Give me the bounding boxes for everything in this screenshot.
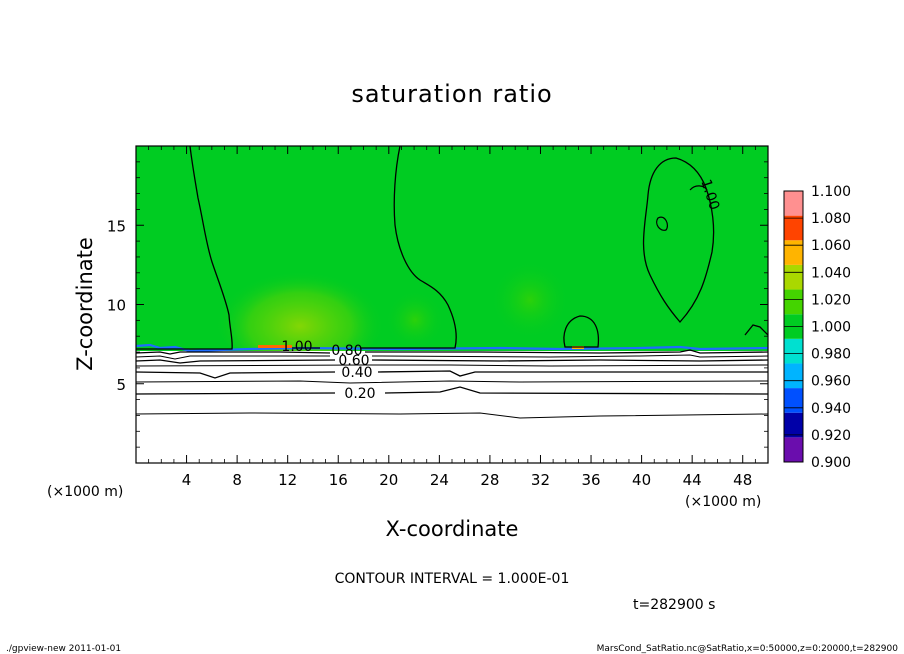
footer-right: MarsCond_SatRatio.nc@SatRatio,x=0:50000,… bbox=[597, 644, 899, 654]
contour-line bbox=[136, 349, 768, 355]
colorbar-swatch bbox=[784, 437, 803, 462]
colorbar-swatch bbox=[784, 264, 803, 290]
contour-label: 0.80 bbox=[331, 343, 362, 359]
y-tick-label: 5 bbox=[116, 376, 126, 394]
colorbar-label: 0.920 bbox=[811, 428, 851, 444]
colorbar-swatch bbox=[784, 289, 803, 315]
contour-line bbox=[136, 412, 768, 419]
plot-area: 0.20 0.40 0.60 0.80 1.00 1.00 bbox=[136, 146, 768, 463]
colorbar-swatch bbox=[784, 388, 803, 413]
z-unit-label: (×1000 m) bbox=[685, 494, 761, 510]
x-tick-label: 40 bbox=[632, 471, 651, 489]
colorbar-label: 1.020 bbox=[811, 292, 851, 308]
y-tick-label: 15 bbox=[107, 217, 126, 235]
y-tick-label: 10 bbox=[107, 297, 126, 315]
contour-label: 0.60 bbox=[338, 353, 369, 369]
field-mild-region bbox=[385, 290, 445, 350]
colorbar-swatch bbox=[784, 240, 803, 265]
contour-line bbox=[136, 146, 233, 350]
contour-line bbox=[136, 364, 768, 367]
x-tick-label: 12 bbox=[278, 471, 297, 489]
colorbar-swatch bbox=[784, 412, 803, 438]
contour-interval-label: CONTOUR INTERVAL = 1.000E-01 bbox=[335, 571, 570, 587]
x-tick-label: 20 bbox=[379, 471, 398, 489]
colorbar-swatch bbox=[784, 191, 803, 216]
x-tick-label: 28 bbox=[480, 471, 499, 489]
colorbar-label: 0.940 bbox=[811, 401, 851, 417]
contour-label: 0.40 bbox=[341, 365, 372, 381]
colorbar-label: 0.900 bbox=[811, 455, 851, 471]
contour-line bbox=[136, 359, 768, 364]
footer-left: ./gpview-new 2011-01-01 bbox=[6, 644, 121, 654]
colorbar-swatch bbox=[784, 363, 803, 389]
x-tick-label: 24 bbox=[430, 471, 449, 489]
colorbar-label: 1.100 bbox=[811, 184, 851, 200]
colorbar-label: 0.980 bbox=[811, 347, 851, 363]
field-warm-region bbox=[215, 260, 385, 370]
field-mild-region bbox=[490, 260, 570, 340]
colorbar-label: 1.040 bbox=[811, 265, 851, 281]
field-supersat-patch bbox=[258, 345, 292, 348]
y-axis-title: Z-coordinate bbox=[73, 237, 97, 371]
contour-line bbox=[656, 216, 669, 231]
colorbar-label: 1.060 bbox=[811, 238, 851, 254]
field-saturation-edge bbox=[136, 343, 768, 353]
contour-line bbox=[136, 386, 768, 395]
contour-line bbox=[136, 370, 768, 379]
contour-line bbox=[689, 185, 708, 191]
colorbar-label: 1.080 bbox=[811, 211, 851, 227]
contour-label: 1.00 bbox=[281, 339, 312, 355]
colorbar-swatch bbox=[784, 338, 803, 364]
x-tick-label: 48 bbox=[733, 471, 752, 489]
colorbar-label: 1.000 bbox=[811, 320, 851, 336]
x-axis: 4 8 12 16 20 24 28 32 36 40 44 48 bbox=[148, 146, 756, 489]
contour-label: 0.20 bbox=[344, 386, 375, 402]
x-tick-label: 16 bbox=[329, 471, 348, 489]
contour-line bbox=[136, 380, 768, 384]
x-unit-label: (×1000 m) bbox=[47, 484, 123, 500]
x-tick-label: 36 bbox=[581, 471, 600, 489]
contour-line bbox=[292, 146, 457, 349]
time-label: t=282900 s bbox=[633, 597, 715, 613]
contour-line bbox=[642, 157, 715, 323]
x-tick-label: 44 bbox=[683, 471, 702, 489]
x-tick-label: 32 bbox=[531, 471, 550, 489]
y-axis: 5 10 15 bbox=[107, 161, 768, 448]
chart-title: saturation ratio bbox=[351, 80, 552, 108]
colorbar-swatch bbox=[784, 215, 803, 241]
x-tick-label: 8 bbox=[232, 471, 242, 489]
contour-line bbox=[136, 354, 768, 360]
field-dry-region bbox=[136, 351, 768, 463]
contour-line bbox=[563, 315, 600, 348]
x-axis-title: X-coordinate bbox=[386, 517, 519, 541]
colorbar: 0.900 0.920 0.940 0.960 0.980 1.000 1.020 1.040… bbox=[783, 184, 851, 471]
colorbar-label: 0.960 bbox=[811, 374, 851, 390]
x-tick-label: 4 bbox=[182, 471, 192, 489]
contour-line bbox=[744, 324, 768, 336]
